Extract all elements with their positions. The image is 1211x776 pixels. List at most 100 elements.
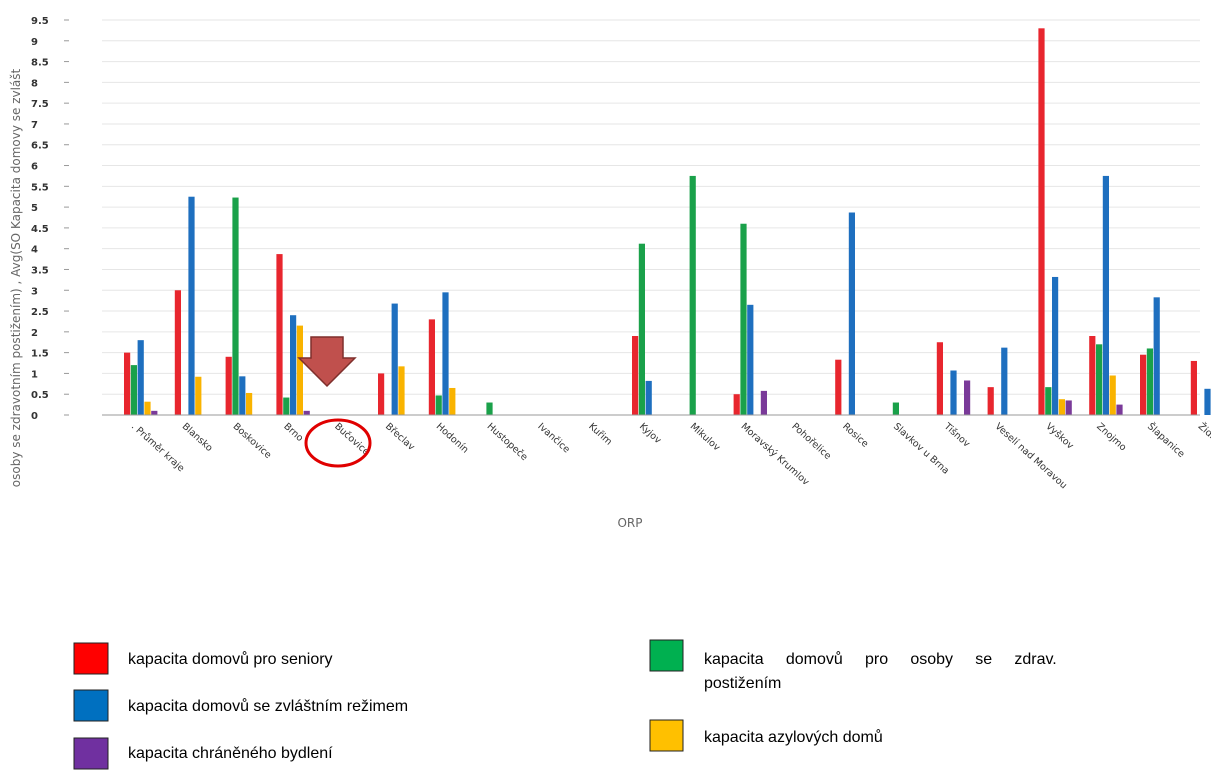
y-tick-label: 6.5 [31, 141, 49, 152]
bar [1204, 388, 1211, 415]
bar [1038, 28, 1045, 415]
highlight-circle [304, 418, 372, 468]
y-tick-label: 8 [31, 78, 38, 89]
x-tick-label: Vyškov [1043, 421, 1075, 452]
bar [1045, 387, 1052, 415]
y-tick-label: 5.5 [31, 182, 49, 193]
bar [1146, 348, 1153, 415]
y-tick-label: 0.5 [31, 390, 49, 401]
bar [486, 402, 493, 415]
y-tick-label: 7.5 [31, 99, 49, 110]
highlight-arrow-icon [297, 336, 357, 388]
bar [1089, 336, 1096, 415]
bar [232, 197, 239, 415]
bar [848, 212, 855, 415]
bar [964, 380, 971, 415]
x-axis-title: ORP [617, 516, 642, 530]
bar [195, 376, 202, 415]
bar [144, 401, 151, 415]
bar [740, 223, 747, 415]
legend-label: kapacita azylových domů [704, 728, 883, 746]
bar [378, 373, 385, 415]
bar [303, 410, 310, 415]
x-tick-label: Břeclav [383, 421, 417, 453]
bar [442, 292, 449, 415]
x-tick-label: Boskovice [231, 421, 274, 461]
legend-item-azylove-domy: kapacita azylových domů [649, 719, 883, 752]
bar [760, 390, 767, 415]
y-tick-label: 1 [31, 369, 38, 380]
bar [645, 380, 652, 415]
bar [398, 366, 405, 415]
legend-label: kapacita domovů pro osoby se zdrav. [704, 650, 1057, 668]
bar [188, 196, 195, 415]
x-tick-label: Židlochovice [1196, 420, 1211, 469]
bar [428, 319, 435, 415]
bar [892, 402, 899, 415]
bar [733, 394, 740, 415]
y-tick-label: 0 [31, 411, 38, 422]
x-tick-label: Mikulov [688, 421, 722, 454]
bar [936, 342, 943, 415]
bar [950, 370, 957, 415]
bar [296, 325, 303, 415]
x-tick-label: Hodonín [434, 421, 471, 456]
bar [1102, 175, 1109, 415]
legend-item-chranene-bydleni: kapacita chráněného bydlení [73, 737, 333, 770]
bar [435, 395, 442, 415]
x-tick-label: Rosice [840, 421, 870, 450]
y-tick-label: 6 [31, 162, 38, 173]
bar [290, 315, 297, 415]
legend-label: kapacita domovů se zvláštním režimem [128, 697, 408, 715]
y-axis-title: osoby se zdravotním postižením) , Avg(SO… [9, 68, 23, 487]
bar [1096, 344, 1103, 415]
y-tick-label: 9.5 [31, 16, 49, 27]
x-tick-label: Kuřim [586, 421, 614, 448]
bar [1109, 375, 1116, 415]
legend-item-seniory: kapacita domovů pro seniory [73, 642, 333, 675]
bar [1140, 354, 1147, 415]
bar [987, 387, 994, 415]
bar [130, 365, 137, 415]
bar [246, 392, 253, 415]
x-tick-label: Ivančice [535, 421, 572, 456]
bar [174, 290, 181, 415]
y-tick-label: 3.5 [31, 265, 49, 276]
bar [124, 352, 131, 415]
bar [1058, 399, 1065, 415]
x-tick-label: Znojmo [1094, 421, 1128, 453]
bar [689, 175, 696, 415]
bar [1153, 297, 1160, 415]
grid [102, 19, 1200, 395]
bar [1052, 276, 1059, 415]
y-tick-label: 2.5 [31, 307, 49, 318]
y-axis: 0 0.5 1 1.5 2 2.5 3 3.5 4 4.5 5 5.5 6 6.5 7 7.5 8 8.5 9 9.5 [31, 16, 69, 422]
x-tick-label: Šlapanice [1145, 420, 1187, 460]
x-tick-label: . Průměr kraje [129, 421, 186, 474]
bar [449, 387, 456, 415]
x-tick-label: Blansko [180, 421, 215, 454]
bar [632, 336, 639, 415]
y-tick-label: 8.5 [31, 58, 49, 69]
bar [391, 303, 398, 415]
x-tick-label: Pohořelice [789, 421, 833, 462]
x-tick-label: Brno [281, 421, 305, 444]
bar [747, 304, 754, 415]
bar [1001, 347, 1008, 415]
legend-item-zdrav-postizeni: kapacita domovů pro osoby se zdrav. post… [649, 639, 1057, 692]
bar [1116, 404, 1123, 415]
bar [151, 410, 158, 415]
y-tick-label: 2 [31, 328, 38, 339]
y-tick-label: 4 [31, 245, 38, 256]
x-tick-label: Tišnov [941, 420, 972, 450]
legend-item-zvlastni-rezim: kapacita domovů se zvláštním režimem [73, 689, 408, 722]
x-tick-label: Hustopeče [485, 421, 530, 463]
bar [835, 359, 842, 415]
legend-label: kapacita chráněného bydlení [128, 745, 333, 762]
bar [638, 243, 645, 415]
bar [137, 340, 144, 415]
bar [1190, 360, 1197, 415]
bar [239, 376, 246, 415]
